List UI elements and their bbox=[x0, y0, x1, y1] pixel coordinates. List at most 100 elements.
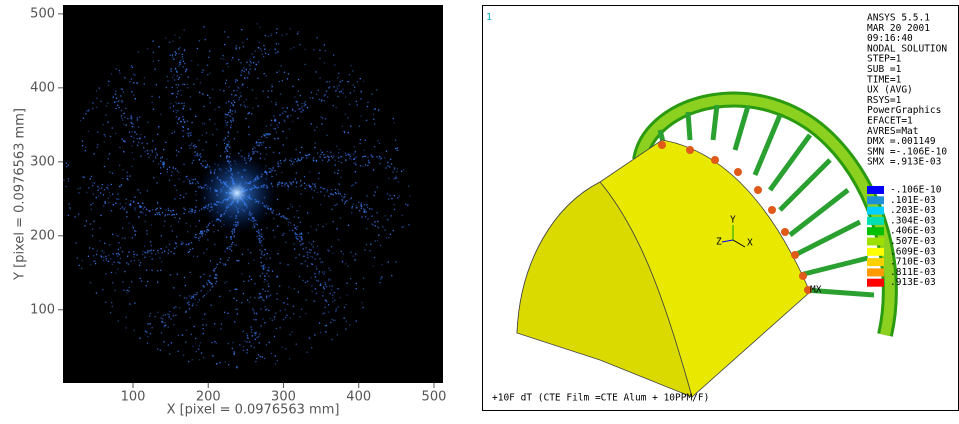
dot bbox=[266, 272, 268, 275]
dot bbox=[183, 105, 185, 107]
dot bbox=[294, 248, 296, 250]
dot bbox=[269, 257, 271, 259]
dot bbox=[298, 275, 300, 278]
dot bbox=[182, 125, 184, 128]
dot bbox=[151, 209, 154, 211]
dot bbox=[128, 222, 130, 224]
dot bbox=[164, 314, 167, 316]
dot bbox=[79, 187, 81, 189]
dot bbox=[263, 134, 265, 136]
dot bbox=[323, 95, 325, 97]
dot bbox=[102, 259, 105, 261]
dot bbox=[147, 280, 149, 283]
dot bbox=[350, 125, 352, 127]
dot bbox=[335, 106, 337, 109]
dot bbox=[280, 65, 282, 67]
dot bbox=[183, 180, 185, 183]
dot bbox=[260, 308, 262, 310]
dot bbox=[371, 208, 373, 210]
dot bbox=[355, 182, 357, 184]
dot bbox=[315, 93, 318, 96]
dot bbox=[337, 95, 339, 98]
dot bbox=[264, 158, 266, 160]
dot bbox=[112, 253, 114, 255]
dot bbox=[185, 193, 187, 195]
dot bbox=[341, 80, 343, 82]
dot bbox=[295, 233, 297, 235]
dot bbox=[95, 292, 98, 294]
dot bbox=[332, 300, 334, 303]
dot bbox=[318, 172, 320, 174]
dot bbox=[115, 107, 117, 110]
dot bbox=[158, 125, 160, 128]
dot bbox=[189, 210, 191, 212]
dot bbox=[285, 241, 287, 243]
dot bbox=[117, 320, 119, 322]
dot bbox=[305, 299, 307, 301]
dot bbox=[258, 46, 260, 49]
dot bbox=[179, 217, 181, 220]
dot bbox=[308, 154, 310, 156]
dot bbox=[194, 236, 196, 238]
dot bbox=[176, 93, 179, 95]
dot bbox=[349, 198, 351, 200]
dot bbox=[308, 184, 310, 186]
dot bbox=[191, 209, 194, 211]
dot bbox=[258, 234, 261, 237]
dot bbox=[372, 113, 375, 115]
dot bbox=[299, 94, 301, 97]
dot bbox=[325, 324, 327, 327]
dot bbox=[355, 100, 357, 103]
dot bbox=[362, 165, 364, 167]
dot bbox=[90, 175, 93, 178]
dot bbox=[279, 93, 282, 95]
dot bbox=[124, 270, 126, 273]
dot bbox=[131, 66, 133, 68]
dot bbox=[317, 280, 319, 282]
dot bbox=[323, 100, 325, 102]
dot bbox=[175, 116, 177, 118]
triad-z: Z bbox=[716, 237, 722, 248]
dot bbox=[274, 119, 276, 122]
dot bbox=[347, 224, 350, 226]
dot bbox=[336, 228, 338, 230]
dot bbox=[130, 65, 133, 67]
dot bbox=[225, 122, 227, 124]
dot bbox=[182, 60, 185, 62]
dot bbox=[393, 208, 396, 211]
dot bbox=[178, 102, 180, 104]
dot bbox=[281, 346, 283, 348]
dot bbox=[121, 207, 124, 209]
dot bbox=[330, 192, 333, 195]
dot bbox=[224, 43, 226, 46]
dot bbox=[281, 185, 283, 187]
dot bbox=[177, 90, 179, 92]
dot bbox=[277, 213, 280, 216]
dot bbox=[203, 26, 205, 28]
dot bbox=[302, 243, 304, 245]
dot bbox=[175, 168, 177, 170]
dot bbox=[247, 299, 249, 301]
dot bbox=[119, 247, 121, 249]
dot bbox=[131, 122, 133, 124]
dot bbox=[164, 220, 166, 222]
dot bbox=[242, 46, 245, 48]
dot bbox=[202, 232, 204, 234]
dot bbox=[139, 277, 141, 279]
dot bbox=[288, 221, 290, 223]
dot bbox=[377, 140, 379, 142]
dot bbox=[203, 123, 206, 125]
dot bbox=[272, 128, 275, 130]
dot bbox=[305, 312, 307, 315]
dot bbox=[225, 102, 227, 104]
dot bbox=[337, 189, 339, 191]
dot bbox=[309, 338, 311, 340]
dot bbox=[207, 279, 209, 281]
dot bbox=[256, 144, 258, 146]
dot bbox=[341, 125, 343, 127]
dot bbox=[250, 326, 252, 328]
dot bbox=[328, 195, 330, 197]
legend-swatch bbox=[867, 206, 884, 215]
dot bbox=[346, 282, 348, 284]
x-tick-label: 100 bbox=[121, 390, 146, 405]
